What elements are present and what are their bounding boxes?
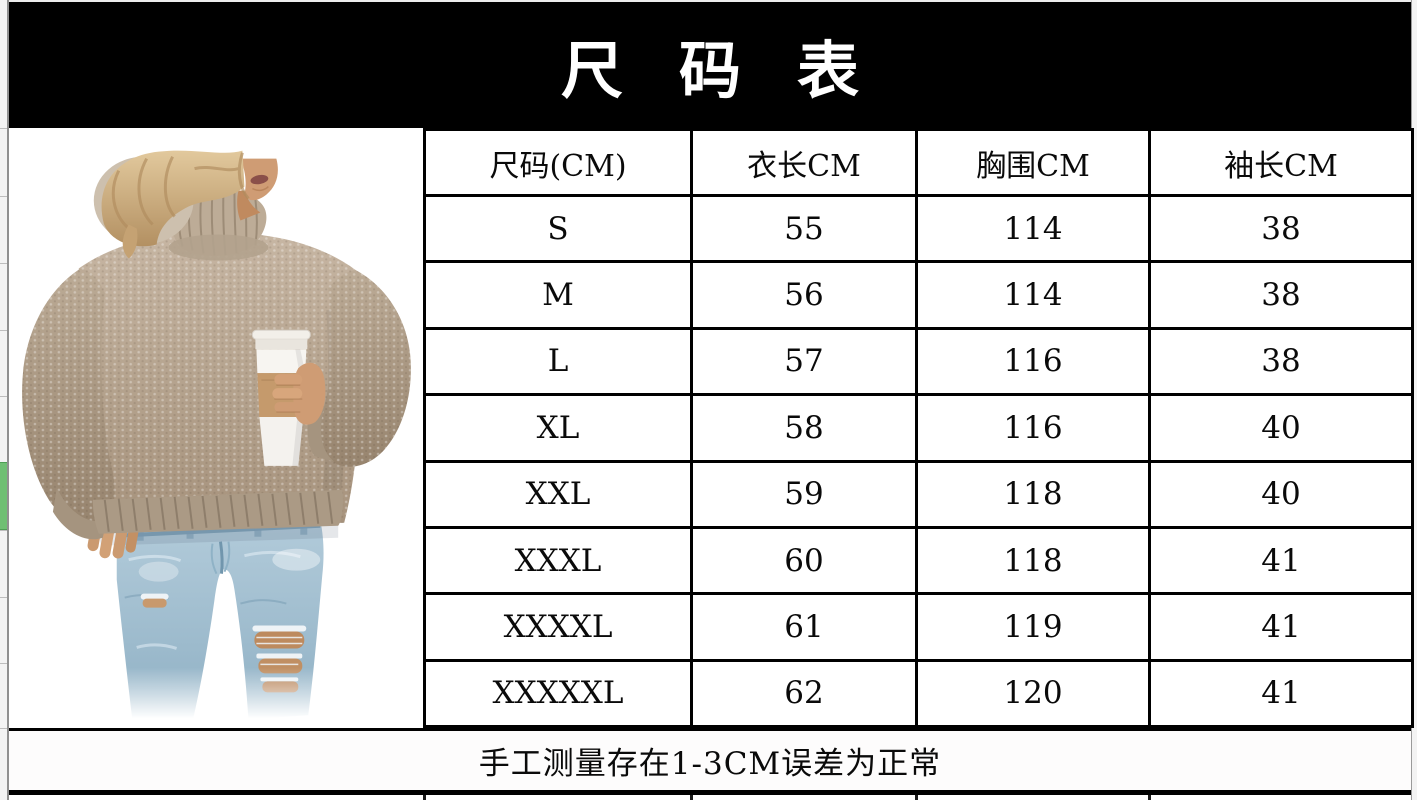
size-cell: M bbox=[423, 260, 693, 330]
sheet-left-margin bbox=[0, 0, 9, 800]
title-banner: 尺码表 bbox=[9, 2, 1411, 128]
bust-cell: 118 bbox=[915, 459, 1151, 529]
length-cell: 56 bbox=[690, 260, 918, 330]
size-cell: L bbox=[423, 326, 693, 397]
grid-stub bbox=[1148, 795, 1151, 800]
grid-stub bbox=[690, 795, 693, 800]
size-row: XXXXXL 62 120 41 bbox=[423, 658, 1414, 729]
grid-stub bbox=[915, 795, 918, 800]
col-header-bust: 胸围CM bbox=[915, 128, 1151, 197]
sleeve-cell: 41 bbox=[1148, 592, 1414, 662]
bust-cell: 114 bbox=[915, 193, 1151, 264]
size-cell: XXXXL bbox=[423, 592, 693, 662]
row-selection-indicator bbox=[0, 462, 7, 530]
length-cell: 62 bbox=[690, 658, 918, 729]
sheet-top-margin bbox=[0, 0, 1417, 2]
bust-cell: 118 bbox=[915, 525, 1151, 596]
length-cell: 58 bbox=[690, 393, 918, 463]
size-row: XXXXL 61 119 41 bbox=[423, 592, 1414, 662]
size-row: S 55 114 38 bbox=[423, 193, 1414, 264]
sleeve-cell: 41 bbox=[1148, 658, 1414, 729]
size-row: XL 58 116 40 bbox=[423, 393, 1414, 463]
measurement-note: 手工测量存在1-3CM误差为正常 bbox=[478, 746, 942, 782]
size-row: XXXL 60 118 41 bbox=[423, 525, 1414, 596]
size-cell: XXXXXL bbox=[423, 658, 693, 729]
sleeve-cell: 38 bbox=[1148, 193, 1414, 264]
length-cell: 61 bbox=[690, 592, 918, 662]
sleeve-cell: 38 bbox=[1148, 260, 1414, 330]
size-chart-table: 尺码(CM) 衣长CM 胸围CM 袖长CM S 55 114 38 M 56 1… bbox=[423, 128, 1414, 729]
page-title: 尺码表 bbox=[560, 34, 915, 107]
size-row: M 56 114 38 bbox=[423, 260, 1414, 330]
next-row-sliver bbox=[9, 795, 1411, 800]
product-photo-cell bbox=[9, 128, 423, 728]
product-photo bbox=[9, 128, 423, 728]
length-cell: 57 bbox=[690, 326, 918, 397]
size-cell: XXL bbox=[423, 459, 693, 529]
header-row: 尺码(CM) 衣长CM 胸围CM 袖长CM bbox=[423, 128, 1414, 197]
length-cell: 55 bbox=[690, 193, 918, 264]
size-cell: XL bbox=[423, 393, 693, 463]
sleeve-cell: 41 bbox=[1148, 525, 1414, 596]
sleeve-cell: 38 bbox=[1148, 326, 1414, 397]
right-hand bbox=[272, 362, 326, 425]
col-header-length: 衣长CM bbox=[690, 128, 918, 197]
size-row: XXL 59 118 40 bbox=[423, 459, 1414, 529]
sleeve-cell: 40 bbox=[1148, 393, 1414, 463]
bust-cell: 116 bbox=[915, 393, 1151, 463]
bust-cell: 119 bbox=[915, 592, 1151, 662]
size-cell: XXXL bbox=[423, 525, 693, 596]
measurement-note-row: 手工测量存在1-3CM误差为正常 bbox=[9, 728, 1411, 795]
hair bbox=[93, 150, 250, 259]
bust-cell: 120 bbox=[915, 658, 1151, 729]
col-header-sleeve: 袖长CM bbox=[1148, 128, 1414, 197]
bust-cell: 116 bbox=[915, 326, 1151, 397]
face bbox=[237, 158, 278, 221]
sleeve-cell: 40 bbox=[1148, 459, 1414, 529]
length-cell: 60 bbox=[690, 525, 918, 596]
length-cell: 59 bbox=[690, 459, 918, 529]
size-cell: S bbox=[423, 193, 693, 264]
grid-stub bbox=[423, 795, 426, 800]
bust-cell: 114 bbox=[915, 260, 1151, 330]
col-header-size: 尺码(CM) bbox=[423, 128, 693, 197]
size-row: L 57 116 38 bbox=[423, 326, 1414, 397]
